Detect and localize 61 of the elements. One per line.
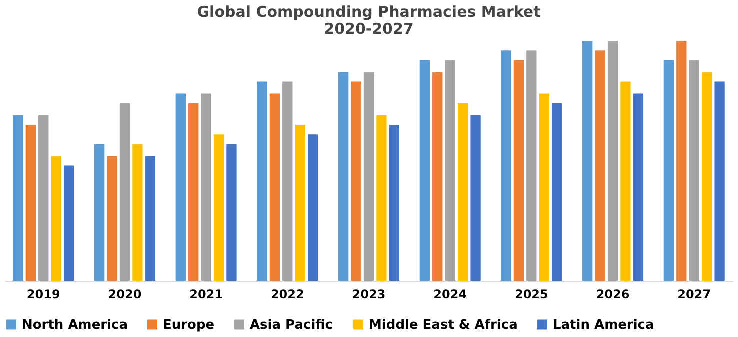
bar	[633, 94, 644, 281]
bar	[282, 82, 293, 281]
bar	[595, 50, 606, 281]
bar	[458, 103, 468, 281]
bar	[364, 72, 374, 281]
legend-label: Middle East & Africa	[369, 318, 518, 333]
bar	[120, 103, 130, 281]
bar	[188, 103, 199, 281]
x-tick-label: 2024	[434, 288, 468, 302]
bar	[539, 94, 550, 281]
legend-label: Asia Pacific	[250, 318, 334, 333]
bar	[38, 115, 49, 281]
bar	[608, 41, 618, 281]
bar	[389, 125, 400, 281]
bar	[376, 115, 387, 281]
bar	[676, 41, 687, 281]
bar	[338, 72, 349, 281]
bar	[689, 60, 700, 281]
bar	[432, 72, 443, 281]
x-tick-label: 2023	[352, 288, 386, 302]
bar	[552, 103, 562, 281]
bar	[351, 82, 362, 281]
bar	[420, 60, 430, 281]
bar	[145, 156, 156, 281]
x-tick-label: 2027	[678, 288, 712, 302]
bar	[308, 134, 318, 281]
text: Global Compounding Pharmacies Market	[197, 3, 541, 21]
bar	[214, 134, 224, 281]
bar	[132, 144, 143, 281]
x-tick-label: 2022	[270, 288, 304, 302]
bar	[176, 94, 186, 281]
bar	[257, 82, 268, 281]
bar	[501, 50, 512, 281]
legend-label: Latin America	[553, 318, 654, 333]
x-tick-label: 2021	[190, 288, 224, 302]
bar	[270, 94, 280, 281]
bar	[51, 156, 62, 281]
bar	[107, 156, 118, 281]
x-tick-label: 2026	[596, 288, 630, 302]
legend-label: North America	[22, 318, 128, 333]
x-tick-label: 2025	[514, 288, 548, 302]
legend-label: Europe	[163, 318, 215, 333]
bar	[470, 115, 481, 281]
bar	[94, 144, 105, 281]
x-tick-label: 2020	[108, 288, 142, 302]
bar	[445, 60, 456, 281]
bar	[514, 60, 524, 281]
bar	[201, 94, 212, 281]
bar	[664, 60, 674, 281]
bar	[295, 125, 306, 281]
bar	[620, 82, 631, 281]
bar	[13, 115, 24, 281]
text: 2020-2027	[324, 20, 414, 38]
bar	[526, 50, 537, 281]
bar	[582, 41, 593, 281]
bar	[26, 125, 36, 281]
x-tick-label: 2019	[26, 288, 60, 302]
bar	[64, 166, 74, 281]
bar	[226, 144, 237, 281]
bar	[714, 82, 725, 281]
bar	[702, 72, 712, 281]
